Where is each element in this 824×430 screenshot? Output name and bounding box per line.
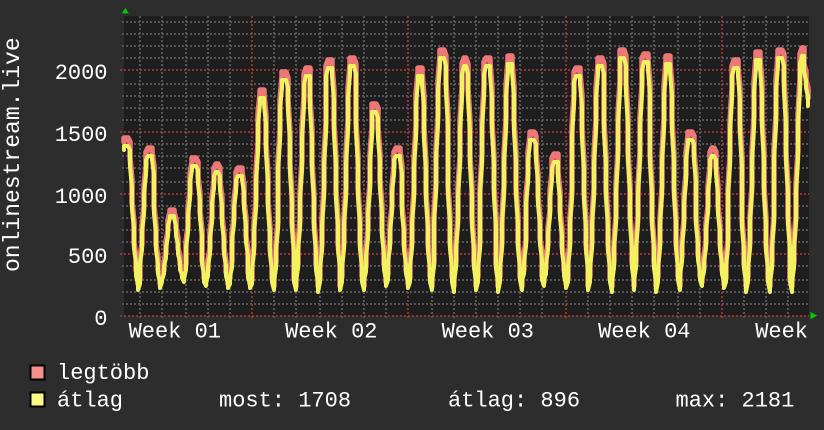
svg-text:átlag: átlag <box>57 389 123 414</box>
svg-text:0: 0 <box>94 307 107 332</box>
svg-text:Week 04: Week 04 <box>598 320 690 345</box>
svg-text:1500: 1500 <box>55 123 108 148</box>
svg-text:500: 500 <box>68 245 108 270</box>
svg-text:Week: Week <box>755 320 808 345</box>
svg-text:max: 2181: max: 2181 <box>676 389 795 414</box>
svg-text:legtöbb: legtöbb <box>57 361 149 386</box>
svg-text:átlag: 896: átlag: 896 <box>448 389 580 414</box>
svg-text:2000: 2000 <box>55 61 108 86</box>
svg-text:onlinestream.live: onlinestream.live <box>0 37 26 272</box>
svg-text:Week 01: Week 01 <box>129 320 221 345</box>
svg-text:Week 02: Week 02 <box>285 320 377 345</box>
svg-text:most: 1708: most: 1708 <box>219 389 351 414</box>
svg-text:Week 03: Week 03 <box>442 320 534 345</box>
svg-text:1000: 1000 <box>55 185 108 210</box>
